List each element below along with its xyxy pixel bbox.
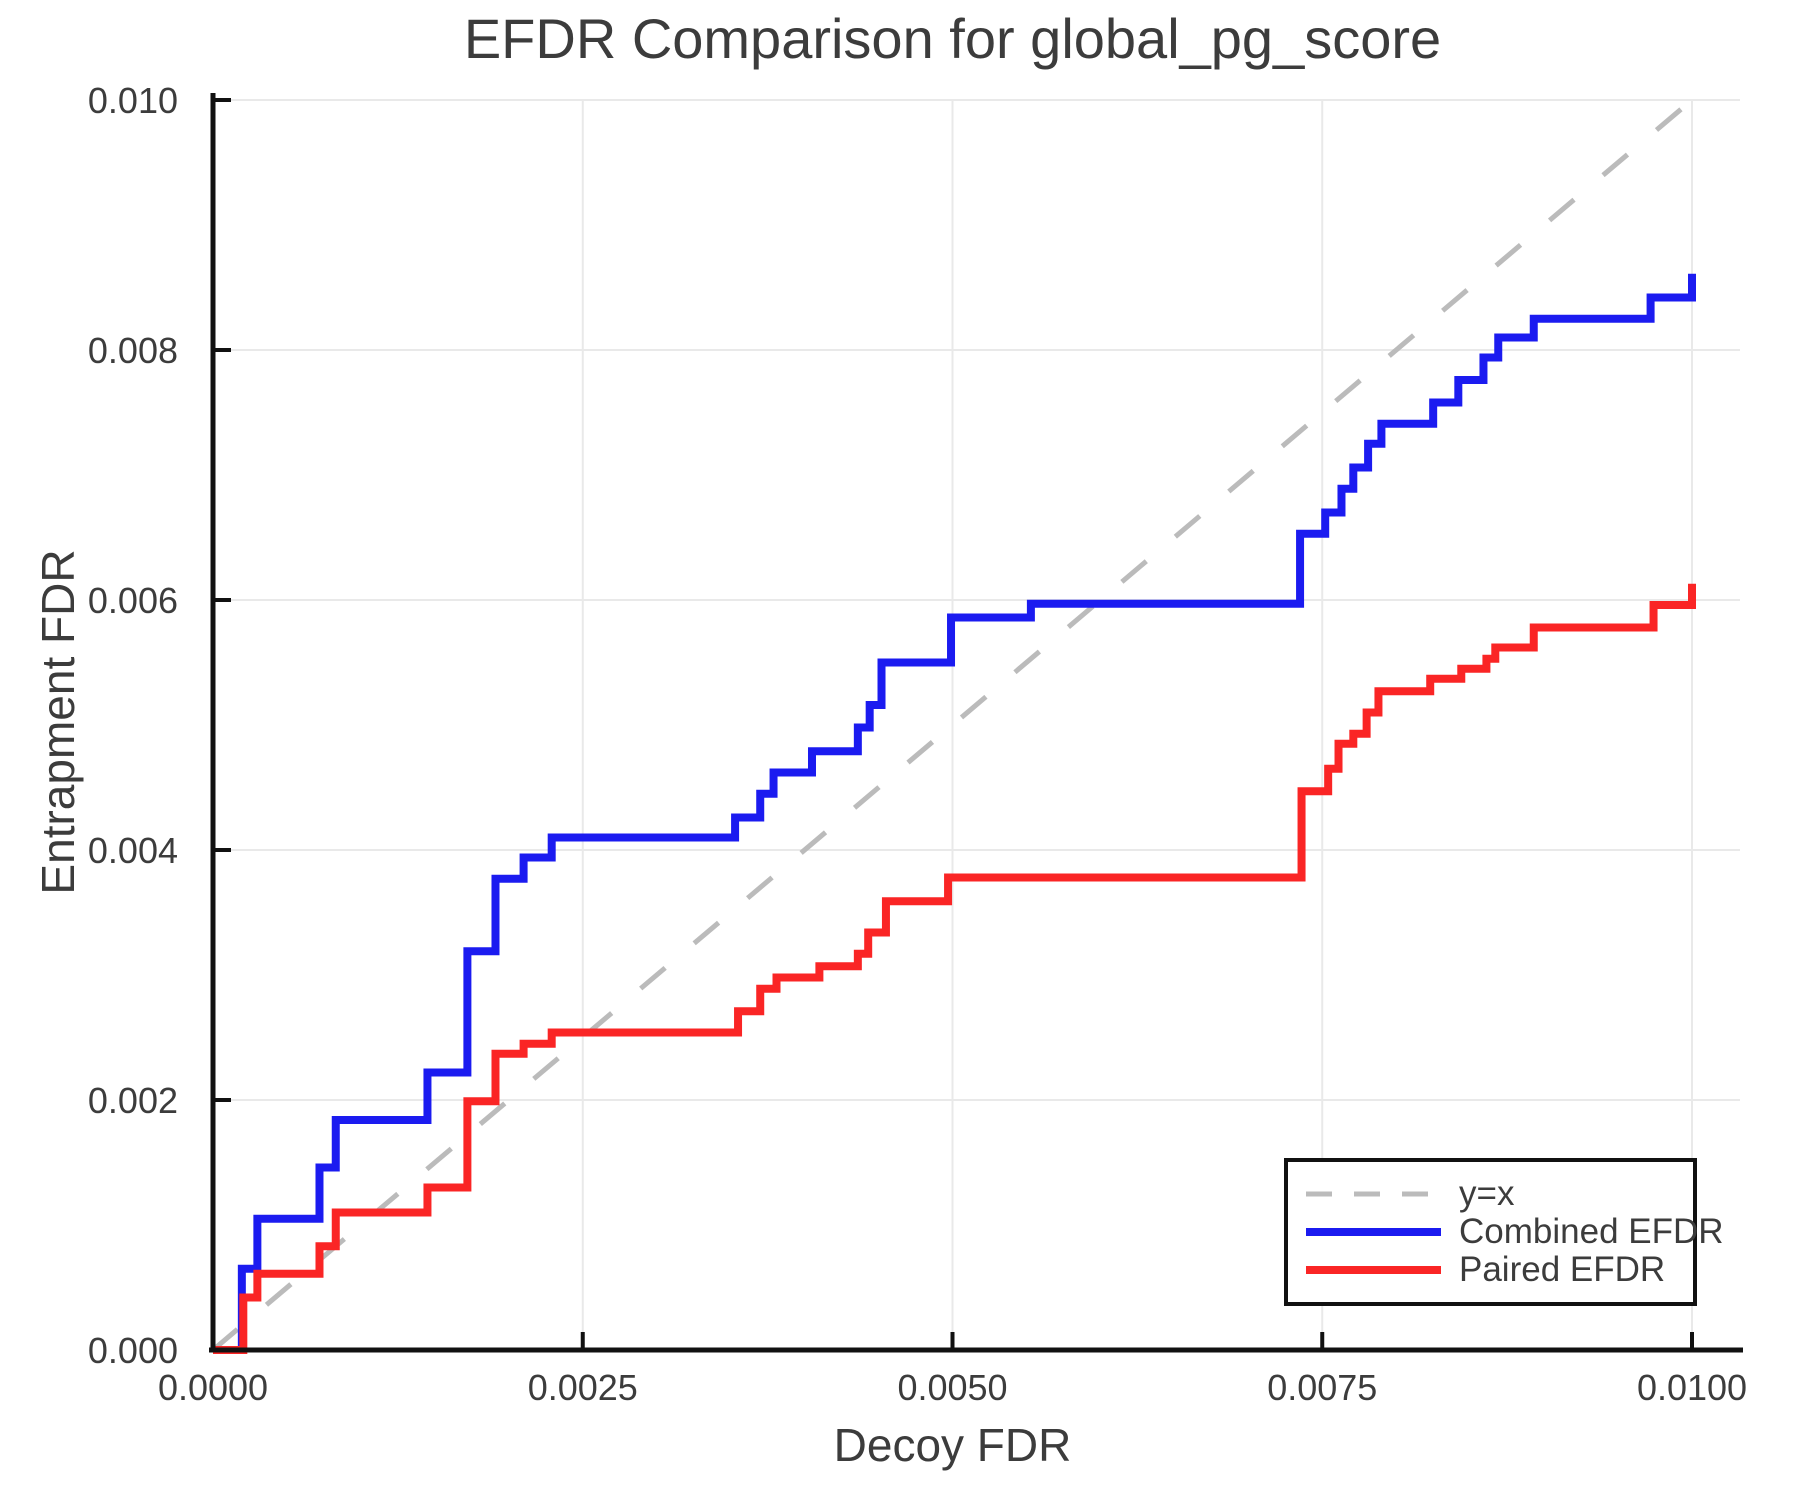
chart-title: EFDR Comparison for global_pg_score (463, 7, 1442, 70)
svg-text:0.008: 0.008 (88, 330, 178, 371)
svg-text:0.0075: 0.0075 (1267, 1367, 1377, 1408)
paired-line-sample-icon (1306, 1266, 1441, 1274)
svg-text:0.004: 0.004 (88, 830, 178, 871)
y-axis-label: Entrapment FDR (32, 549, 84, 895)
identity-line-sample-icon (1306, 1191, 1441, 1197)
legend-label: Paired EFDR (1459, 1250, 1666, 1289)
svg-text:0.002: 0.002 (88, 1080, 178, 1121)
svg-text:0.010: 0.010 (88, 80, 178, 121)
svg-text:0.0100: 0.0100 (1637, 1367, 1747, 1408)
legend-label: Combined EFDR (1459, 1212, 1724, 1251)
legend-entry-identity: y=x (1306, 1174, 1693, 1213)
combined-line-sample-icon (1306, 1228, 1441, 1236)
legend-entry-paired: Paired EFDR (1306, 1250, 1693, 1289)
legend-entry-combined: Combined EFDR (1306, 1212, 1724, 1251)
x-axis-label: Decoy FDR (833, 1419, 1072, 1471)
svg-text:0.006: 0.006 (88, 580, 178, 621)
legend: y=x Combined EFDR Paired EFDR (1284, 1158, 1724, 1306)
svg-text:0.0025: 0.0025 (528, 1367, 638, 1408)
svg-text:0.0050: 0.0050 (897, 1367, 1007, 1408)
svg-text:0.0000: 0.0000 (158, 1367, 268, 1408)
legend-label: y=x (1459, 1174, 1515, 1213)
svg-text:0.000: 0.000 (88, 1330, 178, 1371)
